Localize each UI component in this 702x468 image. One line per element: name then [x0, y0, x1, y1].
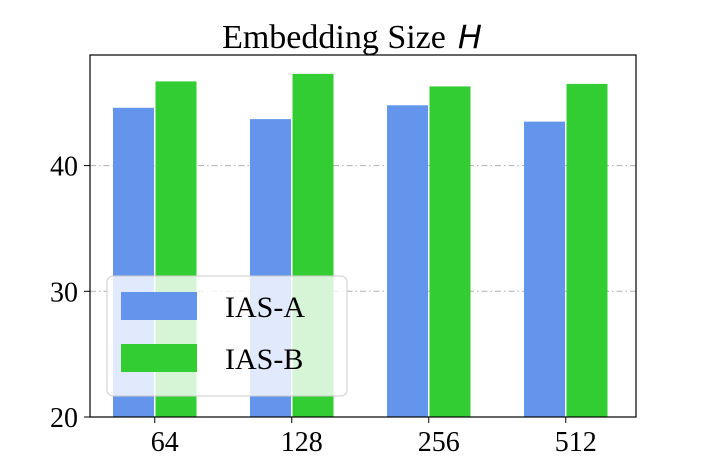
bar-ias-a-256: [387, 105, 428, 418]
bar-ias-b-256: [429, 86, 471, 417]
plot-frame: [89, 54, 637, 418]
legend-label-ias-b: IAS-B: [225, 343, 303, 376]
x-tick-label: 256: [418, 427, 460, 458]
bars: [113, 73, 608, 418]
chart-title: Embedding Size H: [222, 18, 482, 56]
legend-label-ias-a: IAS-A: [225, 291, 305, 324]
x-tick-label: 64: [151, 427, 179, 458]
bar-ias-a-512: [524, 121, 565, 418]
legend-swatch-ias-a: [121, 292, 197, 320]
bar-ias-b-512: [566, 83, 608, 417]
x-axis-ticks: 64 128 256 512: [151, 417, 597, 458]
x-tick-label: 128: [281, 427, 323, 458]
y-tick-label: 20: [50, 403, 78, 434]
legend: IAS-A IAS-B: [106, 275, 348, 397]
legend-swatch-ias-b: [121, 344, 197, 372]
y-tick-label: 30: [50, 277, 78, 308]
y-axis-ticks: 20 30 40: [50, 152, 90, 434]
x-tick-label: 512: [555, 427, 597, 458]
y-tick-label: 40: [50, 152, 78, 183]
